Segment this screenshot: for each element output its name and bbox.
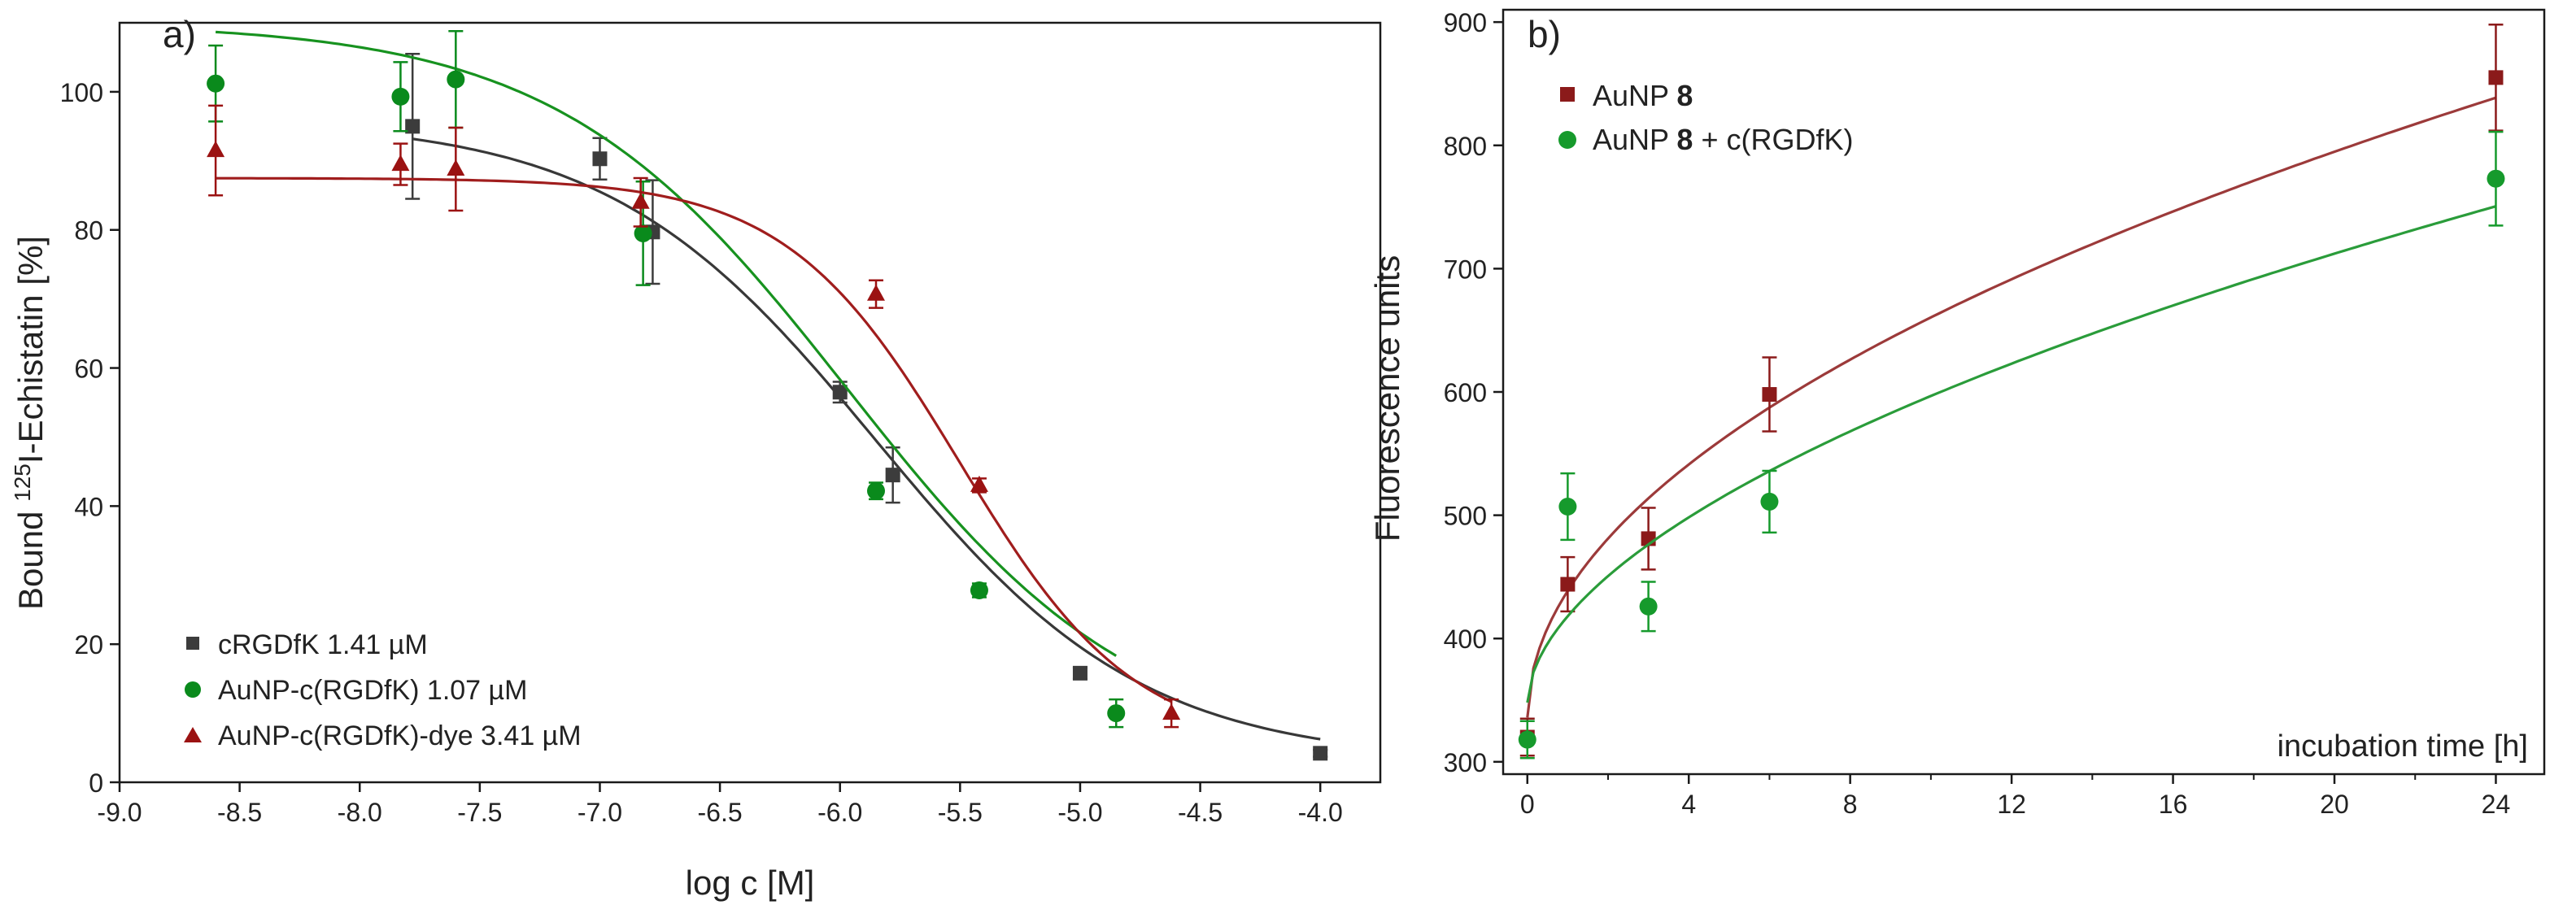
panel-a-axes: -9.0 -8.5 -8.0 -7.5 -7.0 -6.5 -6.0 -5.5 -5.0 -4.5… [60, 21, 1382, 827]
data-point-cRGDfK-1-41-M [1072, 665, 1087, 681]
panel-b-plot [1518, 23, 2505, 759]
fit-curve-AuNP-c-RGDfK-1-07-M [216, 30, 1118, 657]
data-point-cRGDfK-1-41-M [1313, 746, 1328, 761]
data-point-AuNP-8-c-RGDfK [1558, 498, 1577, 516]
data-point-AuNP-8-c-RGDfK [1518, 730, 1536, 749]
x-tick-label: -5.0 [1057, 798, 1102, 827]
panel-b-label: b) [1528, 13, 1561, 55]
y-tick-label: 20 [74, 630, 103, 659]
legend-AuNP8-cRGDfK-suffix: + c(RGDfK) [1693, 123, 1853, 156]
x-tick-label: -6.5 [698, 798, 743, 827]
panel-a-x-axis-label: log c [M] [686, 864, 815, 902]
legend-marker-AuNP-cRGDfK-dye [184, 727, 202, 742]
y-tick-label: 300 [1444, 748, 1487, 777]
data-point-cRGDfK-1-41-M [405, 119, 421, 134]
x-tick-label: -9.0 [97, 798, 142, 827]
data-point-AuNP-c-RGDfK-dye-3-41-M [631, 192, 650, 209]
legend-AuNP8-prefix: AuNP [1593, 79, 1676, 112]
legend-label-AuNP8: AuNP 8 [1593, 79, 1693, 112]
data-point-AuNP-c-RGDfK-dye-3-41-M [1162, 703, 1181, 720]
data-point-AuNP-8 [1762, 387, 1777, 403]
x-tick-label: -8.5 [217, 798, 262, 827]
fit-curve-AuNP-c-RGDfK-dye-3-41-M [216, 176, 1172, 703]
data-point-AuNP-c-RGDfK-dye-3-41-M [867, 284, 885, 301]
data-point-AuNP-c-RGDfK-1-07-M [391, 87, 410, 106]
y-label-suffix: I-Echistatin [%] [11, 236, 50, 464]
panel-b-y-axis-label: Fluorescence units [1368, 255, 1406, 542]
data-point-AuNP-8-c-RGDfK [2487, 169, 2505, 188]
y-tick-label: 700 [1444, 255, 1487, 284]
legend-label-AuNP-cRGDfK-dye: AuNP-c(RGDfK)-dye 3.41 µM [218, 720, 582, 751]
plot-frame [118, 21, 1382, 784]
x-tick-label: -8.0 [338, 798, 382, 827]
x-tick-label: 0 [1520, 790, 1535, 819]
x-tick-label: 24 [2482, 790, 2511, 819]
y-label-superscript: 125 [10, 464, 35, 502]
panel-b-legend: AuNP 8 AuNP 8 + c(RGDfK) [1558, 79, 1853, 156]
data-point-AuNP-8-c-RGDfK [1639, 597, 1658, 616]
y-tick-label: 600 [1444, 378, 1487, 407]
legend-marker-AuNP8 [1560, 87, 1575, 102]
data-point-AuNP-c-RGDfK-1-07-M [867, 481, 885, 500]
data-point-AuNP-c-RGDfK-dye-3-41-M [447, 159, 465, 176]
x-tick-label: -6.0 [817, 798, 862, 827]
panel-b-axes: 0 4 8 12 16 20 24 300 400 500 600 700 800 900 [1444, 8, 2546, 819]
legend-marker-AuNP8-cRGDfK [1558, 131, 1576, 149]
chart-panel-b: 0 4 8 12 16 20 24 300 400 500 600 700 800 900 b) incu… [1368, 8, 2546, 819]
y-tick-label: 0 [89, 768, 103, 798]
data-point-AuNP-8 [2488, 70, 2504, 85]
legend-marker-AuNP-cRGDfK [185, 681, 201, 698]
x-tick-label: 20 [2320, 790, 2349, 819]
data-point-AuNP-8-c-RGDfK [1760, 492, 1779, 511]
data-point-AuNP-c-RGDfK-dye-3-41-M [207, 141, 225, 158]
x-tick-label: -4.0 [1298, 798, 1343, 827]
legend-label-AuNP-cRGDfK: AuNP-c(RGDfK) 1.07 µM [218, 675, 527, 706]
x-tick-label: 16 [2159, 790, 2188, 819]
legend-AuNP8-bold: 8 [1676, 79, 1693, 112]
data-point-AuNP-c-RGDfK-1-07-M [207, 74, 225, 93]
chart-panel-a: -9.0 -8.5 -8.0 -7.5 -7.0 -6.5 -6.0 -5.5 -5.0 -4.5… [10, 13, 1382, 902]
data-point-AuNP-c-RGDfK-1-07-M [447, 70, 465, 89]
panel-a-legend: cRGDfK 1.41 µM AuNP-c(RGDfK) 1.07 µM AuN… [184, 629, 582, 751]
panel-b-x-axis-label: incubation time [h] [2277, 729, 2528, 764]
x-tick-label: 4 [1681, 790, 1696, 819]
x-tick-label: -4.5 [1178, 798, 1223, 827]
y-tick-label: 900 [1444, 8, 1487, 37]
y-label-prefix: Bound [11, 502, 50, 610]
x-tick-label: -7.0 [578, 798, 622, 827]
panel-a-plot [207, 29, 1328, 761]
x-tick-label: -7.5 [457, 798, 502, 827]
panel-a-label: a) [163, 13, 196, 55]
legend-AuNP8-cRGDfK-bold: 8 [1676, 123, 1693, 156]
data-point-cRGDfK-1-41-M [592, 151, 608, 167]
fit-curve-cRGDfK-1-41-M [412, 137, 1321, 741]
legend-label-AuNP8-cRGDfK: AuNP 8 + c(RGDfK) [1593, 123, 1853, 156]
legend-marker-cRGDfK [186, 637, 199, 650]
x-tick-label: 12 [1997, 790, 2026, 819]
y-tick-label: 400 [1444, 625, 1487, 654]
data-point-cRGDfK-1-41-M [885, 468, 900, 483]
data-point-AuNP-c-RGDfK-1-07-M [634, 224, 652, 242]
x-tick-label: 8 [1843, 790, 1858, 819]
fit-curve-AuNP-8-c-RGDfK [1526, 205, 2496, 703]
panel-a-y-axis-label: Bound 125I-Echistatin [%] [10, 236, 50, 610]
y-tick-label: 800 [1444, 132, 1487, 161]
data-point-AuNP-c-RGDfK-dye-3-41-M [970, 475, 988, 492]
legend-label-cRGDfK: cRGDfK 1.41 µM [218, 629, 428, 660]
data-point-AuNP-8 [1560, 577, 1576, 592]
data-point-cRGDfK-1-41-M [832, 385, 848, 400]
fit-curve-AuNP-8 [1526, 96, 2496, 718]
data-point-AuNP-c-RGDfK-1-07-M [970, 581, 988, 599]
legend-AuNP8-cRGDfK-prefix: AuNP [1593, 123, 1676, 156]
x-tick-label: -5.5 [938, 798, 983, 827]
data-point-AuNP-c-RGDfK-dye-3-41-M [391, 155, 410, 172]
y-tick-label: 40 [74, 492, 103, 521]
y-tick-label: 80 [74, 216, 103, 246]
y-tick-label: 500 [1444, 502, 1487, 531]
y-tick-label: 100 [60, 78, 103, 107]
y-tick-label: 60 [74, 355, 103, 384]
data-point-AuNP-c-RGDfK-1-07-M [1107, 704, 1126, 723]
